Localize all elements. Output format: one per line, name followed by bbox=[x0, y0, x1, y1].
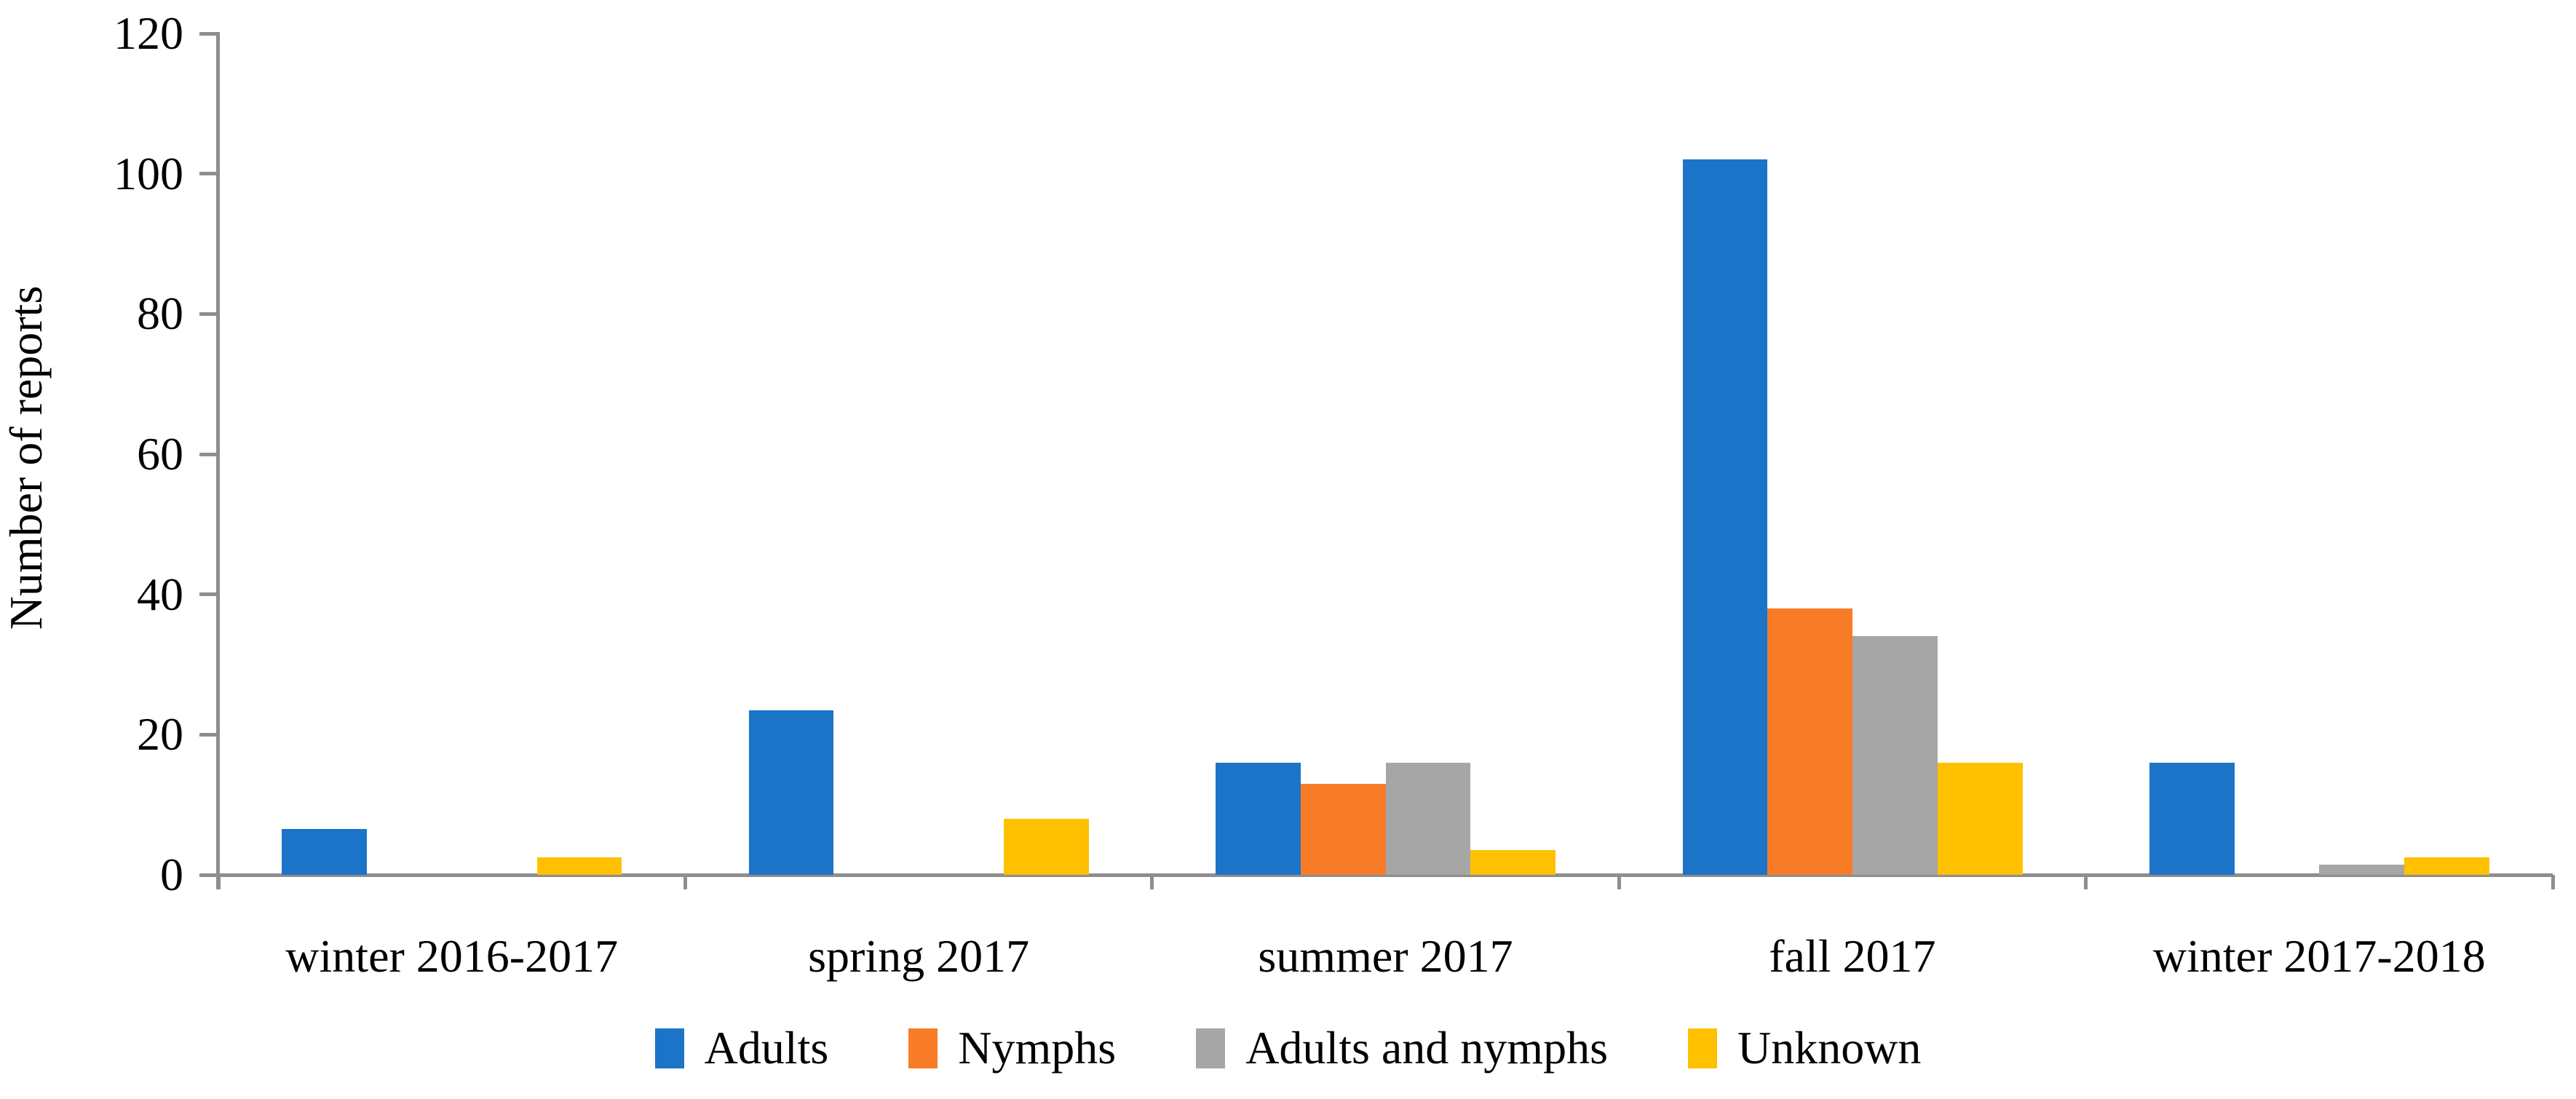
legend: Adults Nymphs Adults and nymphs Unknown bbox=[0, 1025, 2576, 1071]
bar-unknown-1 bbox=[536, 857, 622, 875]
y-tick bbox=[199, 592, 217, 597]
bar-adults-2 bbox=[748, 710, 834, 875]
y-tick-label: 120 bbox=[114, 7, 183, 59]
y-tick-label: 100 bbox=[114, 147, 183, 199]
y-tick-label: 60 bbox=[137, 428, 183, 480]
x-tick bbox=[1617, 875, 1621, 889]
y-tick-label: 0 bbox=[160, 849, 183, 900]
bar-nymphs-4 bbox=[1767, 608, 1852, 875]
y-tick bbox=[199, 732, 217, 737]
bar-nymphs-3 bbox=[1300, 783, 1386, 875]
legend-item-adults-and-nymphs: Adults and nymphs bbox=[1196, 1025, 1608, 1071]
bar-adults-1 bbox=[282, 829, 368, 875]
x-tick bbox=[2084, 875, 2088, 889]
bar-adults-and-nymphs-5 bbox=[2319, 864, 2405, 875]
bar-adults-4 bbox=[1682, 159, 1768, 875]
legend-item-unknown: Unknown bbox=[1687, 1022, 1922, 1074]
legend-marker-icon bbox=[1687, 1028, 1717, 1068]
bar-unknown-5 bbox=[2404, 857, 2489, 875]
legend-label: Adults bbox=[704, 1022, 829, 1074]
legend-label: Adults and nymphs bbox=[1245, 1022, 1608, 1074]
y-axis-line bbox=[216, 32, 220, 889]
x-tick bbox=[1150, 875, 1154, 889]
x-category-label: summer 2017 bbox=[1258, 930, 1513, 982]
y-tick bbox=[199, 312, 217, 316]
legend-marker-icon bbox=[654, 1028, 684, 1068]
legend-label: Nymphs bbox=[958, 1022, 1117, 1074]
bar-adults-and-nymphs-3 bbox=[1385, 762, 1471, 875]
y-tick bbox=[199, 873, 217, 877]
bar-unknown-3 bbox=[1470, 850, 1556, 875]
x-tick bbox=[216, 875, 221, 889]
y-tick bbox=[199, 452, 217, 456]
x-category-label: spring 2017 bbox=[808, 930, 1030, 982]
legend-label: Unknown bbox=[1737, 1022, 1922, 1074]
x-category-label: fall 2017 bbox=[1769, 930, 1936, 982]
y-tick-label: 40 bbox=[137, 568, 183, 620]
x-tick bbox=[2551, 875, 2555, 889]
x-category-label: winter 2016-2017 bbox=[285, 930, 619, 982]
legend-item-nymphs: Nymphs bbox=[908, 1025, 1116, 1071]
bar-unknown-2 bbox=[1003, 818, 1089, 875]
x-axis-line bbox=[216, 873, 2553, 877]
bar-adults-and-nymphs-4 bbox=[1852, 636, 1938, 875]
bar-adults-5 bbox=[2149, 762, 2235, 875]
x-tick bbox=[683, 875, 687, 889]
y-tick bbox=[199, 31, 217, 36]
legend-marker-icon bbox=[908, 1028, 938, 1068]
y-tick-label: 20 bbox=[137, 708, 183, 761]
legend-marker-icon bbox=[1196, 1028, 1226, 1068]
y-tick-label: 80 bbox=[137, 287, 183, 340]
bar-adults-3 bbox=[1216, 762, 1301, 875]
y-tick bbox=[199, 172, 217, 176]
x-category-label: winter 2017-2018 bbox=[2152, 930, 2486, 982]
legend-item-adults: Adults bbox=[654, 1022, 829, 1074]
bar-unknown-4 bbox=[1937, 762, 2023, 875]
